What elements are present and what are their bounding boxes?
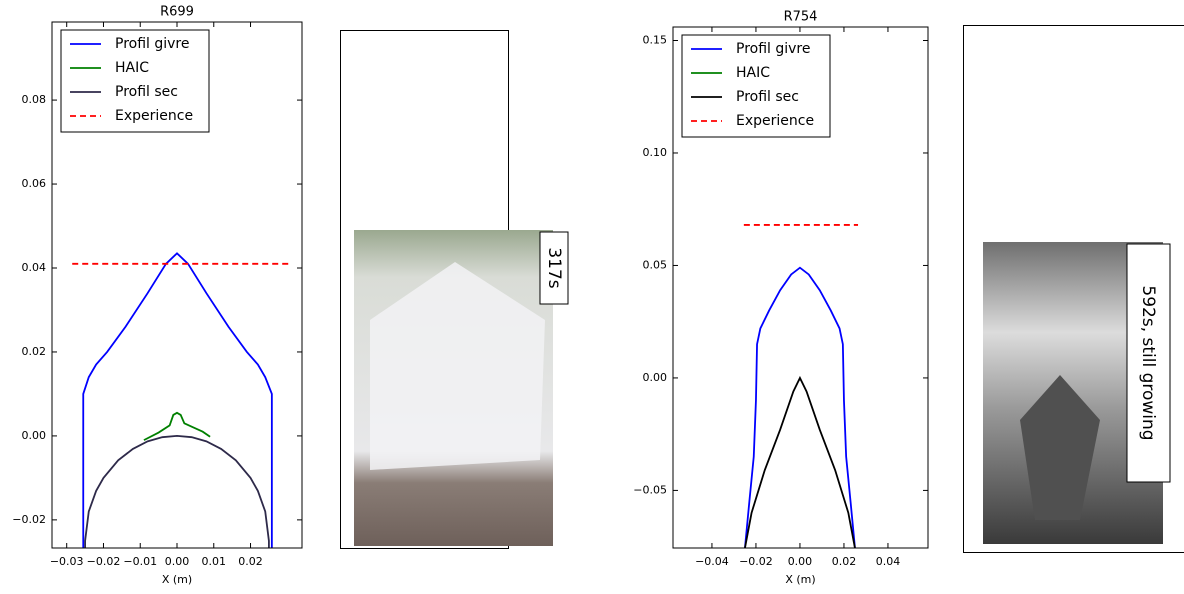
y-tick-label: 0.00 [22,429,47,442]
y-tick-label: 0.15 [643,33,668,46]
photo-panel: 317s [341,31,569,549]
y-tick-label: 0.05 [643,258,668,271]
x-axis-label: X (m) [785,573,815,586]
legend-label: HAIC [736,65,770,81]
x-tick-label: 0.00 [165,555,190,568]
y-tick-label: −0.02 [12,513,46,526]
x-tick-label: −0.02 [87,555,121,568]
chart-title: R754 [784,10,818,25]
legend-label: Profil sec [115,84,178,100]
x-tick-label: 0.02 [238,555,263,568]
y-tick-label: −0.05 [633,483,667,496]
legend-label: Experience [736,113,814,129]
y-tick-label: 0.04 [22,261,47,274]
legend-label: Profil givre [115,36,190,52]
x-tick-label: 0.02 [832,555,857,568]
x-tick-label: −0.01 [123,555,157,568]
legend-label: Experience [115,108,193,124]
photo-panel: 592s, still growing [964,26,1184,553]
legend-label: Profil givre [736,41,811,57]
x-tick-label: −0.02 [739,555,773,568]
y-tick-label: 0.02 [22,345,47,358]
x-tick-label: −0.03 [50,555,84,568]
y-tick-label: 0.00 [643,371,668,384]
photo-label: 317s [544,247,564,288]
x-tick-label: 0.00 [788,555,813,568]
x-tick-label: 0.01 [202,555,227,568]
chart: R754 X (m) −0.04 −0.02 0.00 0.02 0.04 −0.05 0.00… [633,10,928,587]
y-tick-label: 0.10 [643,146,668,159]
legend-label: Profil sec [736,89,799,105]
photo-label: 592s, still growing [1138,285,1158,440]
y-tick-label: 0.08 [22,93,47,106]
y-tick-label: 0.06 [22,177,47,190]
legend-label: HAIC [115,60,149,76]
x-tick-label: −0.04 [695,555,729,568]
x-axis-label: X (m) [162,573,192,586]
chart-title: R699 [160,5,194,20]
x-tick-label: 0.04 [876,555,901,568]
